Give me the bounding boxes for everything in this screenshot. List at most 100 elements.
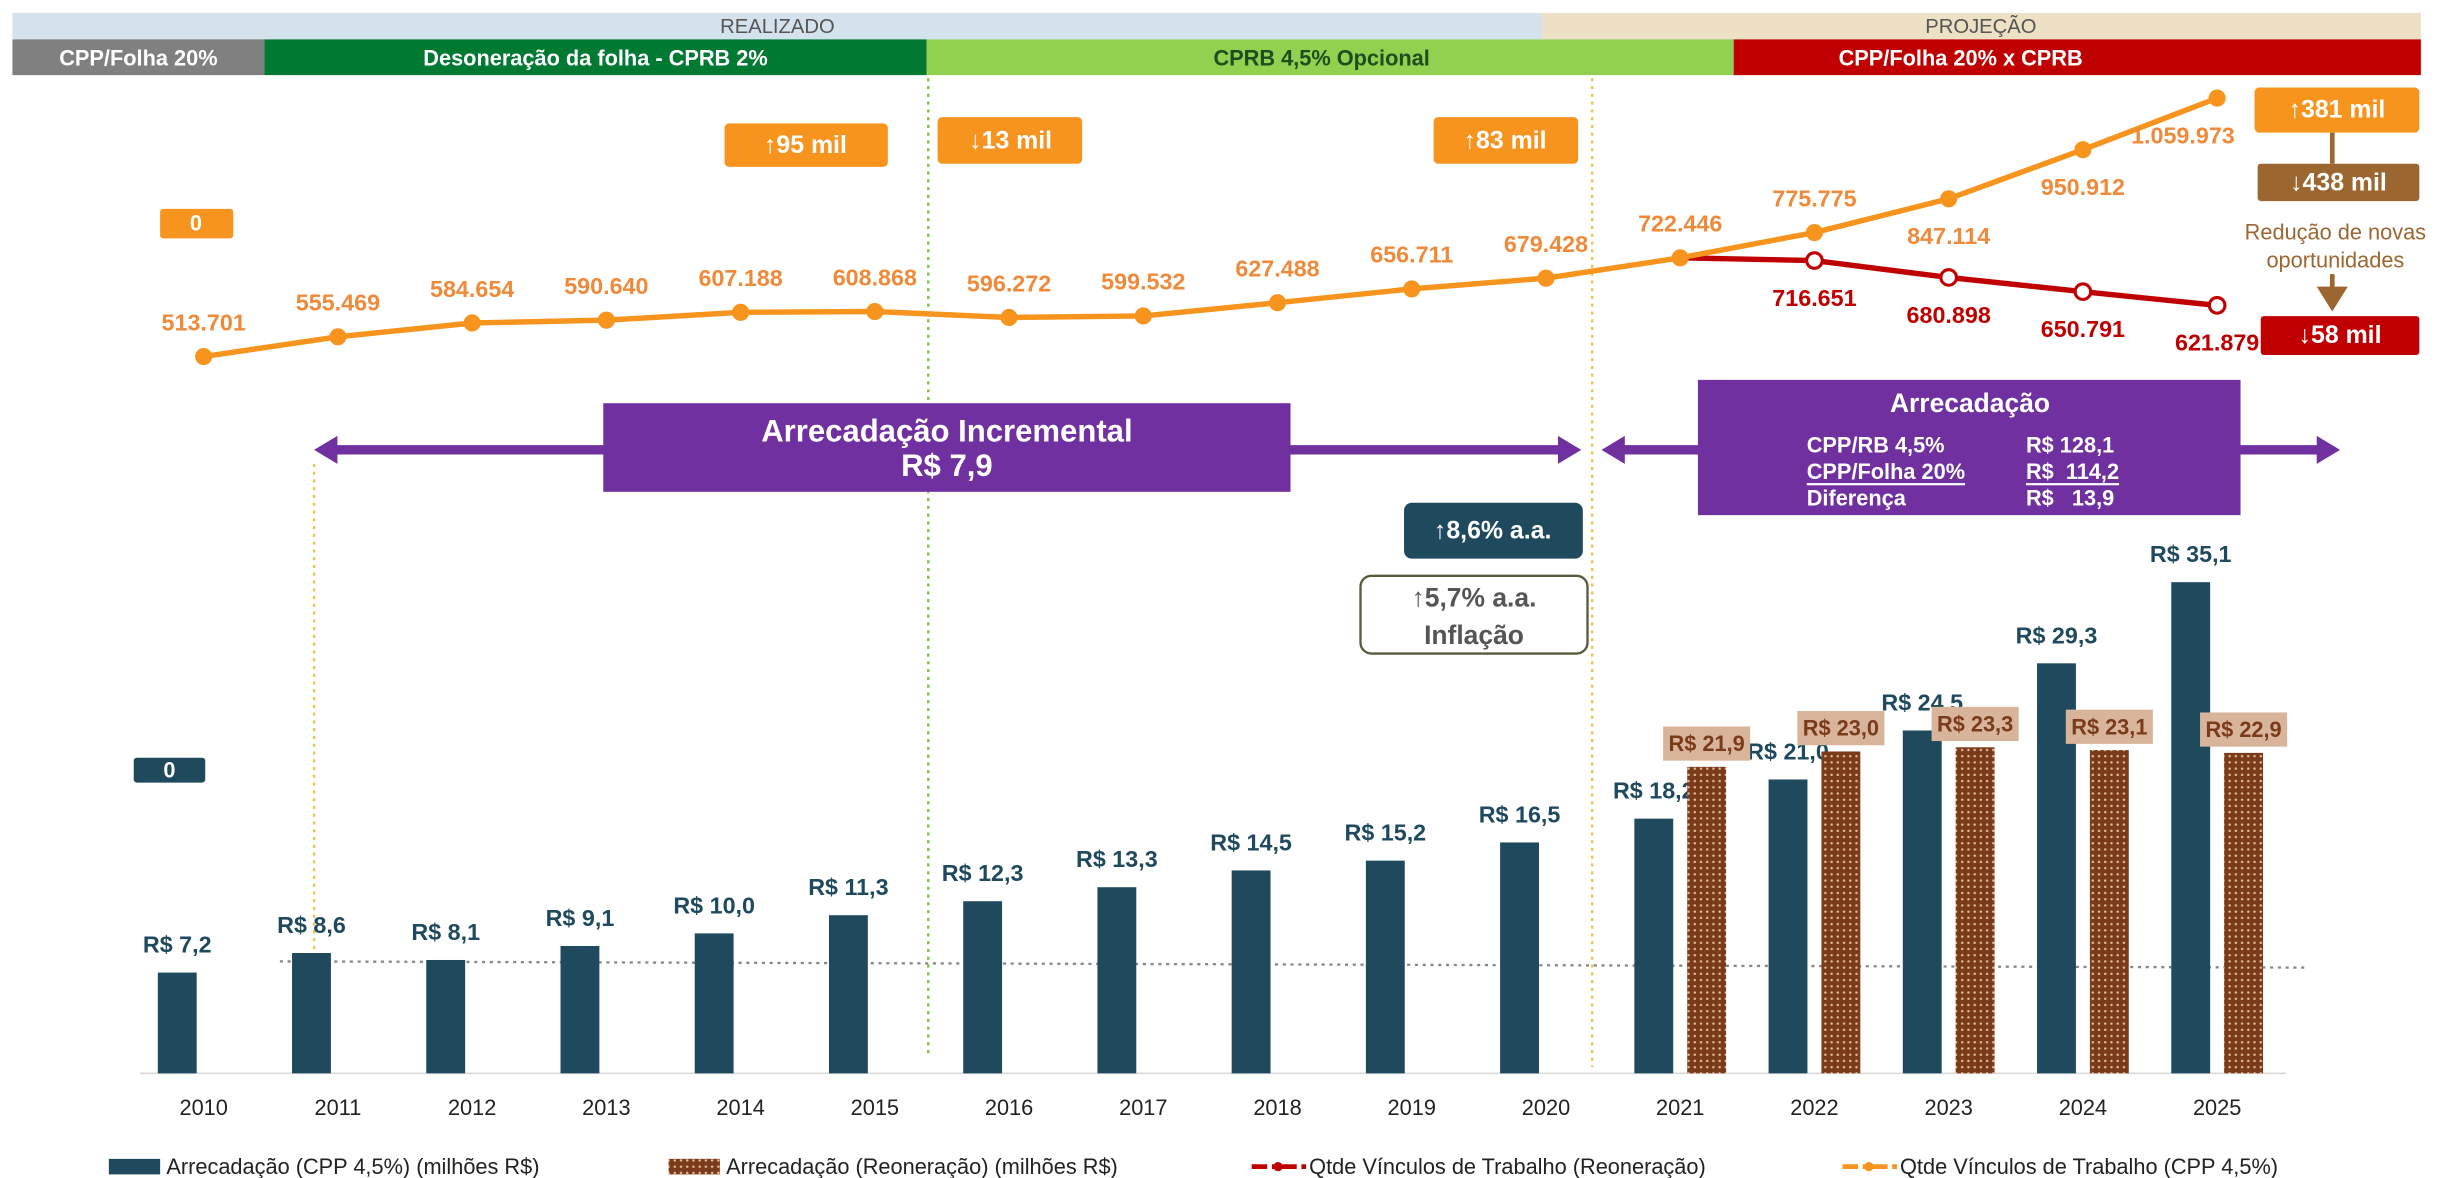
data-label: 680.898 [1907,302,1991,328]
data-label: 1.059.973 [2131,122,2235,148]
data-label: 679.428 [1504,231,1588,257]
annotation: ↓13 mil [969,126,1052,154]
data-label: 716.651 [1772,285,1856,311]
data-label: R$ 10,0 [673,892,755,918]
point [2208,89,2226,107]
annotation: ↑95 mil [764,131,847,159]
point [1403,280,1421,298]
annotation: ↑83 mil [1464,126,1547,154]
annotation: Inflação [1424,620,1524,650]
x-tick-label: 2013 [582,1095,630,1120]
legend-swatch [1273,1161,1283,1172]
x-tick-label: 2017 [1119,1095,1167,1120]
data-label: 621.879 [2175,330,2259,356]
point [329,328,347,346]
bar [1687,766,1727,1074]
data-label-box [1797,711,1885,746]
data-label: 608.868 [833,264,917,290]
x-tick-label: 2023 [1924,1095,1972,1120]
bar [963,901,1003,1074]
data-label: 627.488 [1235,256,1319,282]
summary-box [1697,379,2241,516]
annotation-box [2260,316,2420,355]
summary-value: R$ 13,9 [2026,486,2114,511]
data-label: R$ 7,2 [143,932,212,958]
legend-swatch [108,1158,161,1175]
point [1939,268,1959,287]
annotation: 0 [163,758,175,783]
data-label: R$ 8,6 [277,912,346,938]
data-label: R$ 16,5 [1479,801,1561,827]
point [1805,224,1823,242]
period-label: CPP/Folha 20% [59,46,217,71]
x-tick-label: 2024 [2059,1095,2107,1120]
data-label-box [2065,709,2153,744]
bar [1902,730,1942,1074]
arrow-head [2316,435,2341,464]
point [1671,249,1689,267]
summary-label: Diferença [1807,486,1907,511]
summary-title: Arrecadação [1890,388,2050,418]
x-tick-label: 2019 [1388,1095,1436,1120]
bar [1097,887,1137,1074]
legend-swatch [1864,1161,1874,1172]
band [926,39,1734,76]
x-tick-label: 2015 [851,1095,899,1120]
annotation-box [2254,87,2420,133]
x-tick-label: 2021 [1656,1095,1704,1120]
annotation-box [160,208,234,239]
annotation: ↑8,6% a.a. [1434,517,1551,545]
x-tick-label: 2011 [315,1095,362,1120]
point [732,303,750,321]
annotation-box [133,757,206,783]
data-label: 656.711 [1370,242,1453,268]
data-label: R$ 8,1 [411,919,480,945]
x-tick-label: 2012 [448,1095,496,1120]
data-label: 513.701 [162,309,246,335]
arrow-head [1601,435,1625,464]
annotation: ↓58 mil [2299,321,2382,349]
band [12,39,265,76]
bar [1231,870,1271,1074]
bar [2089,750,2129,1074]
phase-label: PROJEÇÃO [1925,14,2036,38]
data-label: 722.446 [1638,211,1722,237]
annotation-box [724,123,888,167]
legend-label: Qtde Vínculos de Trabalho (Reoneração) [1309,1154,1706,1178]
data-label: R$ 29,3 [2016,622,2098,648]
bar [828,915,868,1074]
legend-swatch [668,1158,720,1175]
legend-label: Arrecadação (Reoneração) (milhões R$) [726,1154,1118,1178]
x-tick-label: 2025 [2193,1095,2241,1120]
legend-label: Qtde Vínculos de Trabalho (CPP 4,5%) [1900,1154,2278,1178]
point [2073,282,2093,302]
data-label: 590.640 [564,273,648,299]
data-label: R$ 14,5 [1210,829,1292,855]
x-tick-label: 2022 [1790,1095,1838,1120]
bar [2171,582,2211,1074]
data-label: R$ 18,2 [1613,778,1695,804]
annotation: Arrecadação Incremental [761,414,1132,449]
line [203,95,2219,360]
band [1733,39,2421,76]
bar [1365,860,1405,1074]
point [1805,251,1824,270]
band [264,39,927,76]
annotation-box [1433,117,1579,164]
data-label-box [2200,712,2288,747]
bar [1634,818,1674,1074]
bar [292,952,331,1074]
data-label: R$ 23,0 [1803,716,1879,741]
point [1268,294,1287,312]
data-label: R$ 22,9 [2205,717,2281,742]
summary-label: CPP/RB 4,5% [1807,433,1945,458]
bar [1955,747,1995,1074]
data-label-box [1663,726,1751,761]
data-label: 607.188 [698,265,782,291]
data-label: 584.654 [430,276,514,302]
annotation: ↓438 mil [2290,168,2387,196]
band-projecao [1542,12,2421,40]
summary-rows: CPP/RB 4,5% R$ 128,1 CPP/Folha 20% R$ 114,2… [1807,433,2119,511]
bar [426,959,466,1074]
